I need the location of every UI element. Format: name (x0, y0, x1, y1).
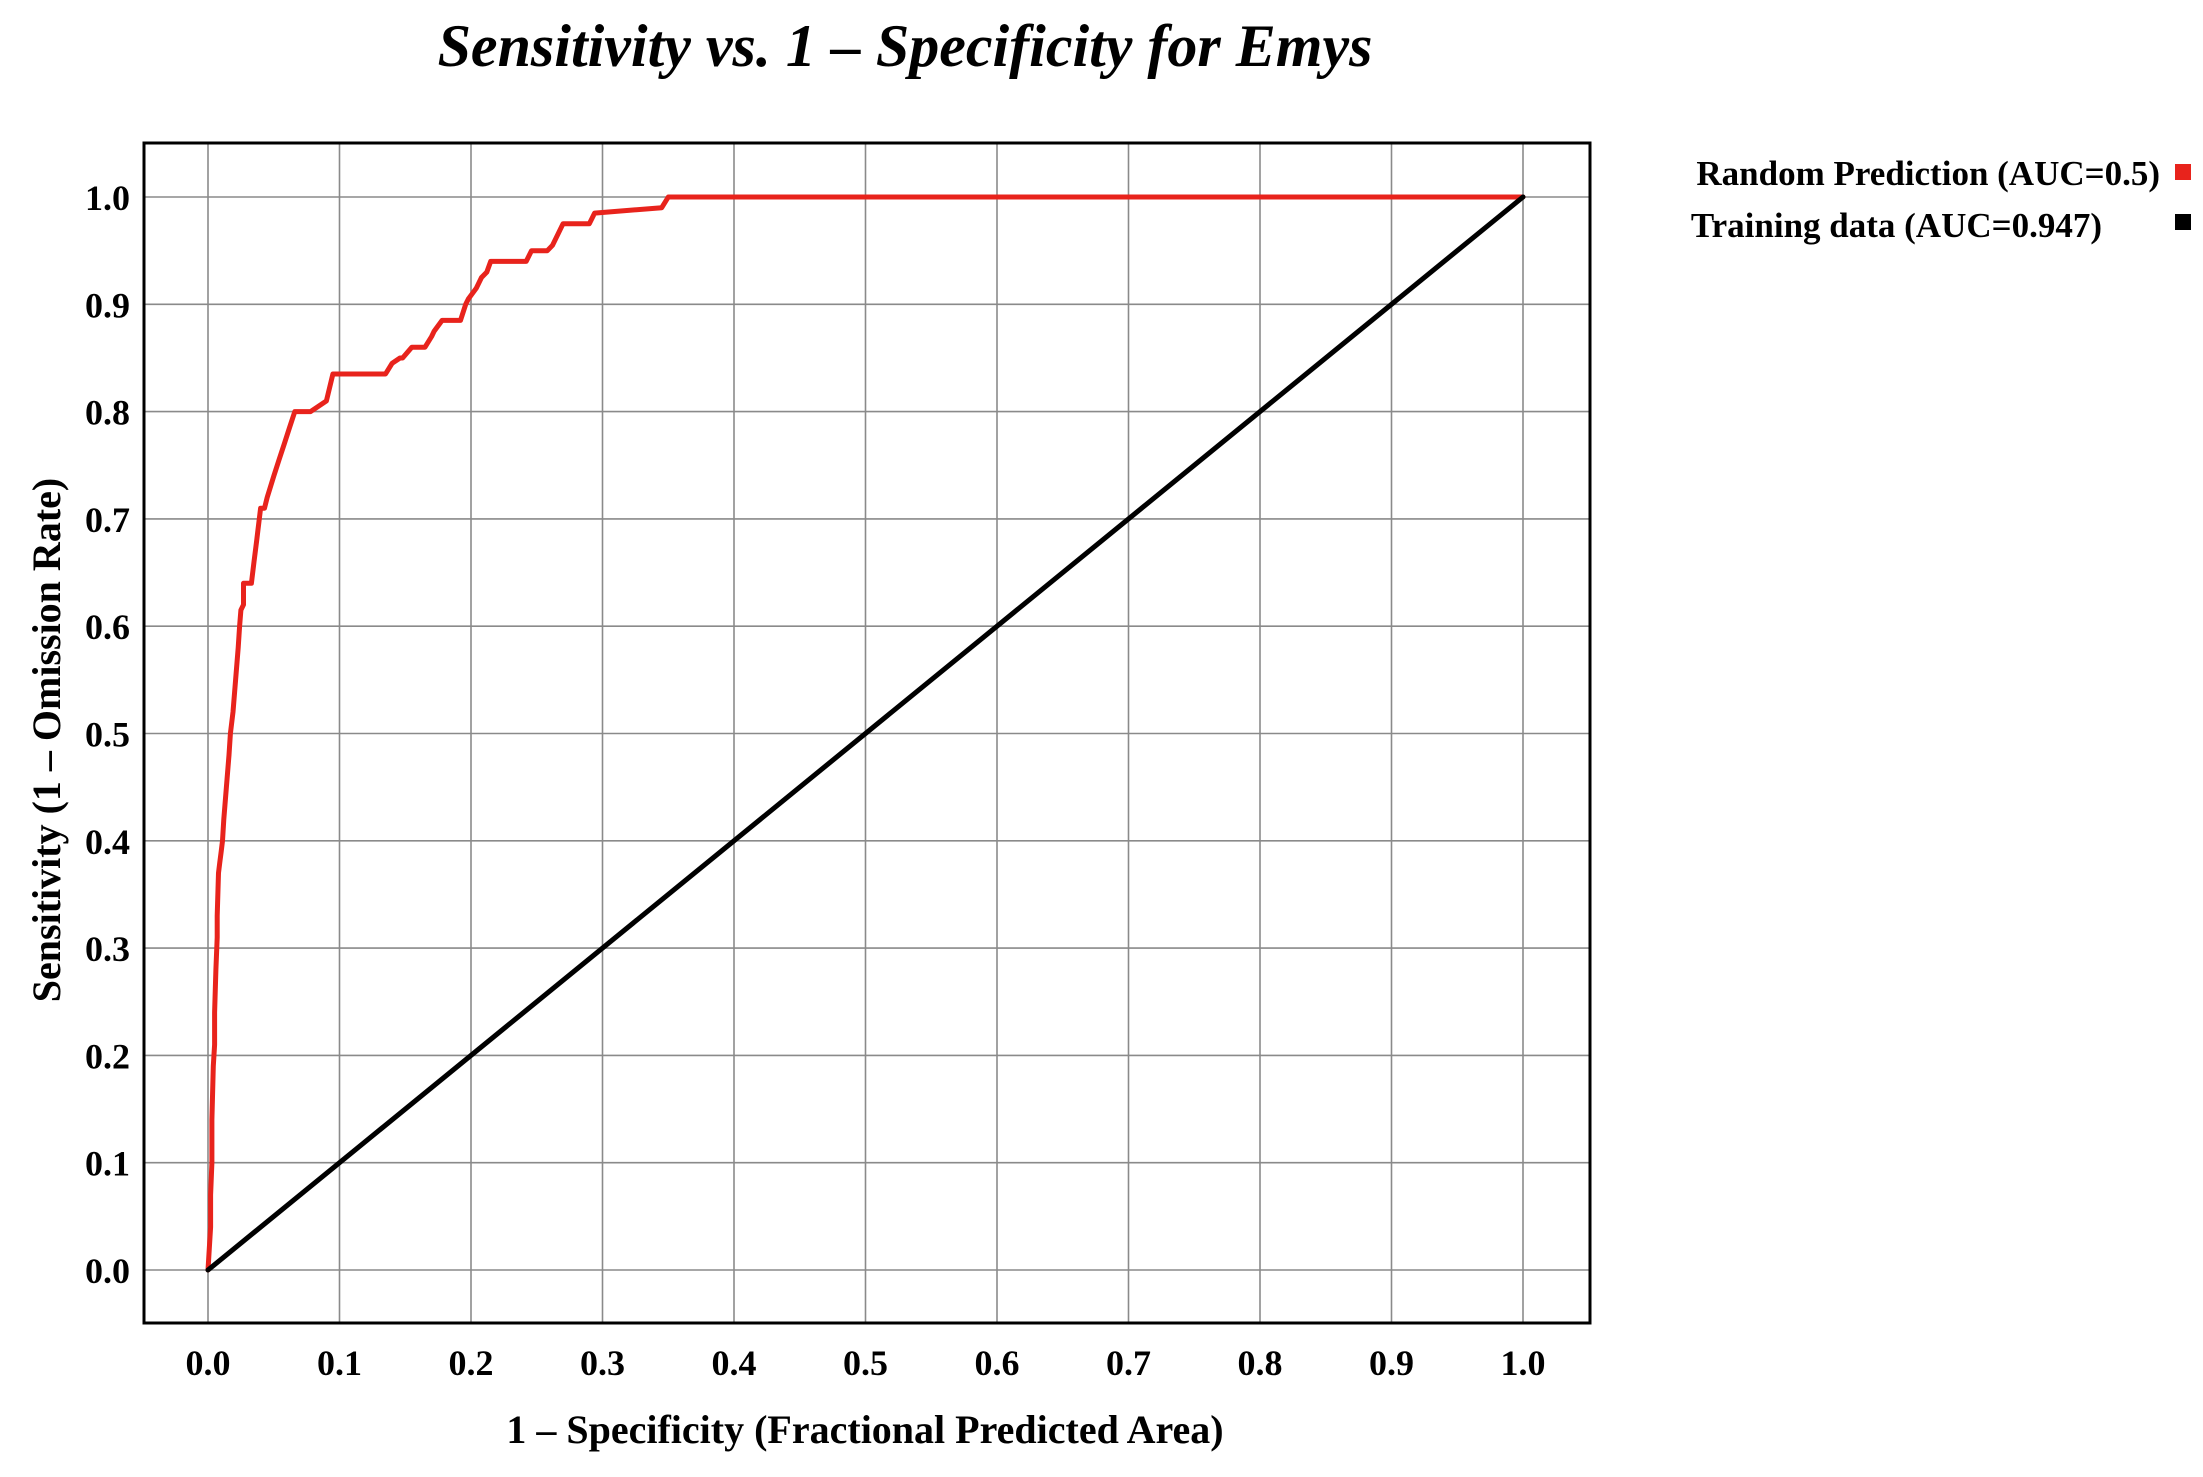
x-tick-label: 0.7 (1106, 1343, 1151, 1383)
y-tick-label: 0.6 (85, 607, 130, 647)
x-axis-ticks: 0.0 0.1 0.2 0.3 0.4 0.5 0.6 0.7 0.8 0.9 1.0 (186, 1343, 1546, 1383)
x-tick-label: 1.0 (1501, 1343, 1546, 1383)
y-tick-label: 0.5 (85, 715, 130, 755)
y-tick-label: 0.8 (85, 393, 130, 433)
y-tick-label: 0.4 (85, 822, 130, 862)
y-axis-label: Sensitivity (1 – Omission Rate) (24, 478, 69, 1002)
x-tick-label: 0.3 (580, 1343, 625, 1383)
legend-swatch-red (2175, 164, 2191, 180)
x-tick-label: 0.4 (712, 1343, 757, 1383)
x-tick-label: 0.1 (317, 1343, 362, 1383)
legend: Random Prediction (AUC=0.5) Training dat… (1691, 154, 2191, 245)
x-tick-label: 0.2 (449, 1343, 494, 1383)
series-line-red-roc (205, 194, 1526, 1273)
y-tick-label: 0.1 (85, 1144, 130, 1184)
y-tick-label: 0.9 (85, 285, 130, 325)
plot-frame (142, 141, 1592, 1325)
legend-entry-random-prediction: Random Prediction (AUC=0.5) (1696, 154, 2160, 193)
chart-title: Sensitivity vs. 1 – Specificity for Emys (438, 13, 1373, 79)
x-tick-label: 0.6 (975, 1343, 1020, 1383)
y-tick-label: 0.3 (85, 929, 130, 969)
y-tick-label: 0.0 (85, 1251, 130, 1291)
legend-entry-training-data: Training data (AUC=0.947) (1691, 206, 2102, 245)
legend-swatch-black (2175, 214, 2191, 230)
x-axis-label: 1 – Specificity (Fractional Predicted Ar… (506, 1407, 1223, 1452)
y-axis-ticks: 0.0 0.1 0.2 0.3 0.4 0.5 0.6 0.7 0.8 0.9 1.0 (85, 178, 130, 1291)
x-tick-label: 0.8 (1238, 1343, 1283, 1383)
x-tick-label: 0.0 (186, 1343, 231, 1383)
x-tick-label: 0.5 (843, 1343, 888, 1383)
y-tick-label: 0.2 (85, 1036, 130, 1076)
y-tick-label: 1.0 (85, 178, 130, 218)
series-layer (205, 194, 1526, 1273)
x-tick-label: 0.9 (1369, 1343, 1414, 1383)
y-tick-label: 0.7 (85, 500, 130, 540)
series-line-black-diagonal (205, 194, 1526, 1273)
